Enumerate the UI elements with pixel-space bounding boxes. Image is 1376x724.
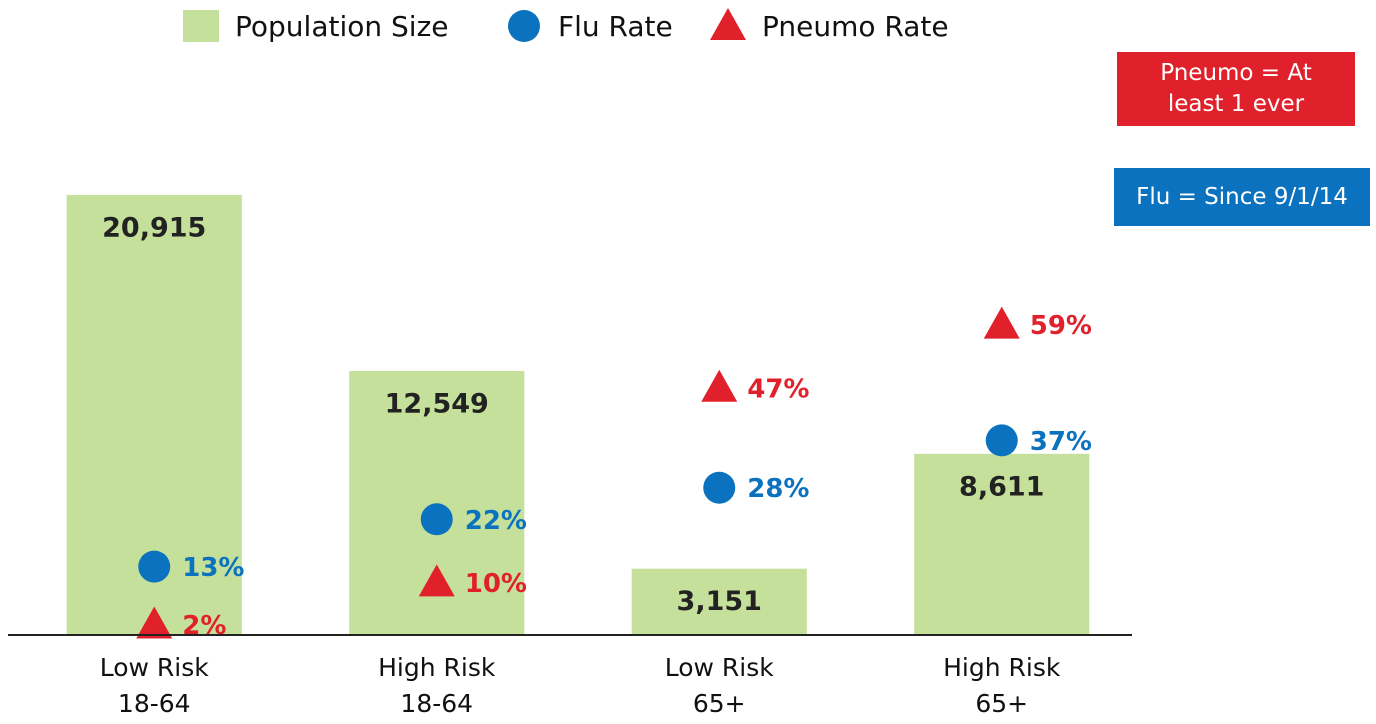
bar-value-label: 12,549 <box>385 388 489 419</box>
pneumo-marker <box>418 564 455 597</box>
legend-marker <box>183 10 219 42</box>
rate-label: 2% <box>182 611 226 641</box>
bar-value-label: 8,611 <box>959 471 1044 502</box>
rate-label: 28% <box>747 474 809 504</box>
note-box: Pneumo = At least 1 ever <box>1117 52 1355 126</box>
bar-value-label: 20,915 <box>102 212 206 243</box>
rate-label: 47% <box>747 374 809 404</box>
rate-label: 13% <box>182 553 244 583</box>
flu-marker <box>420 503 453 536</box>
pneumo-marker <box>136 606 173 639</box>
rate-label: 37% <box>1030 427 1092 457</box>
bar-value-label: 3,151 <box>677 586 762 617</box>
pneumo-marker <box>983 306 1020 339</box>
legend-marker <box>508 10 540 42</box>
x-tick-label: High Risk 65+ <box>943 653 1061 718</box>
pneumo-marker <box>701 369 738 402</box>
x-tick-label: High Risk 18-64 <box>378 653 496 718</box>
flu-marker <box>138 550 171 583</box>
legend-marker <box>710 8 746 40</box>
legend-label: Flu Rate <box>558 10 673 43</box>
note-box: Flu = Since 9/1/14 <box>1114 168 1370 226</box>
legend-label: Pneumo Rate <box>762 10 949 43</box>
x-tick-label: Low Risk 18-64 <box>99 653 209 718</box>
flu-marker <box>985 424 1018 457</box>
rate-label: 59% <box>1030 311 1092 341</box>
bar <box>631 568 807 635</box>
rate-label: 22% <box>465 506 527 536</box>
x-tick-label: Low Risk 65+ <box>664 653 774 718</box>
rate-label: 10% <box>465 569 527 599</box>
legend-label: Population Size <box>235 10 449 43</box>
bar <box>914 453 1090 635</box>
flu-marker <box>703 471 736 504</box>
